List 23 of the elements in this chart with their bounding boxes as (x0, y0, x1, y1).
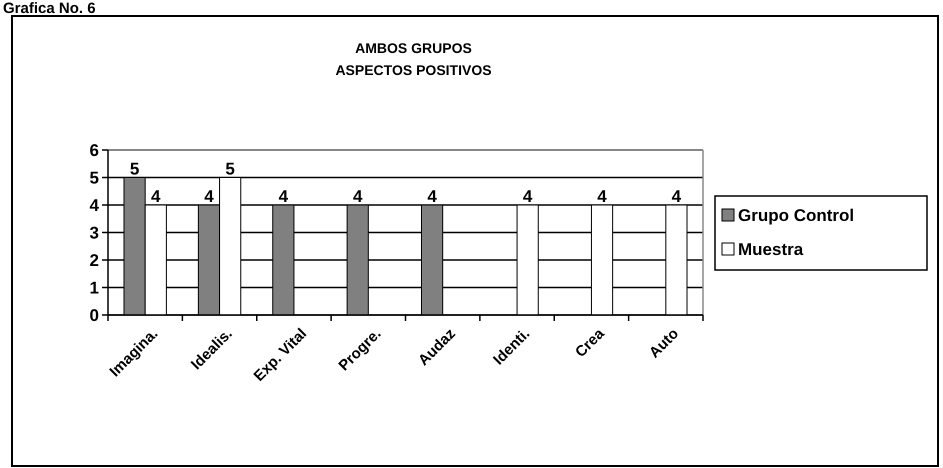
data-label: 4 (204, 187, 214, 206)
data-label: 4 (672, 187, 682, 206)
data-label: 4 (352, 187, 363, 206)
y-tick-label: 3 (90, 223, 99, 242)
y-tick-label: 4 (90, 196, 100, 215)
data-label: 4 (597, 187, 608, 206)
y-tick-label: 2 (90, 250, 99, 270)
data-label: 4 (151, 187, 162, 206)
chart-subtitle: ASPECTOS POSITIVOS (335, 62, 492, 78)
data-label: 5 (130, 160, 140, 178)
x-tick-label: Crea (572, 324, 608, 361)
data-label: 4 (522, 187, 533, 206)
text: Grafica No. 6 (3, 0, 96, 17)
data-label: 4 (427, 187, 438, 206)
chart-title: AMBOS GRUPOS (355, 40, 472, 56)
y-tick-label: 1 (90, 278, 99, 298)
data-label: 5 (225, 160, 235, 178)
legend-label: Grupo Control (738, 206, 854, 225)
y-tick-label: 6 (90, 140, 99, 160)
legend-label: Muestra (738, 240, 804, 259)
y-tick-label: 5 (90, 168, 99, 188)
data-label: 4 (278, 187, 289, 206)
y-tick-label: 0 (90, 306, 99, 325)
